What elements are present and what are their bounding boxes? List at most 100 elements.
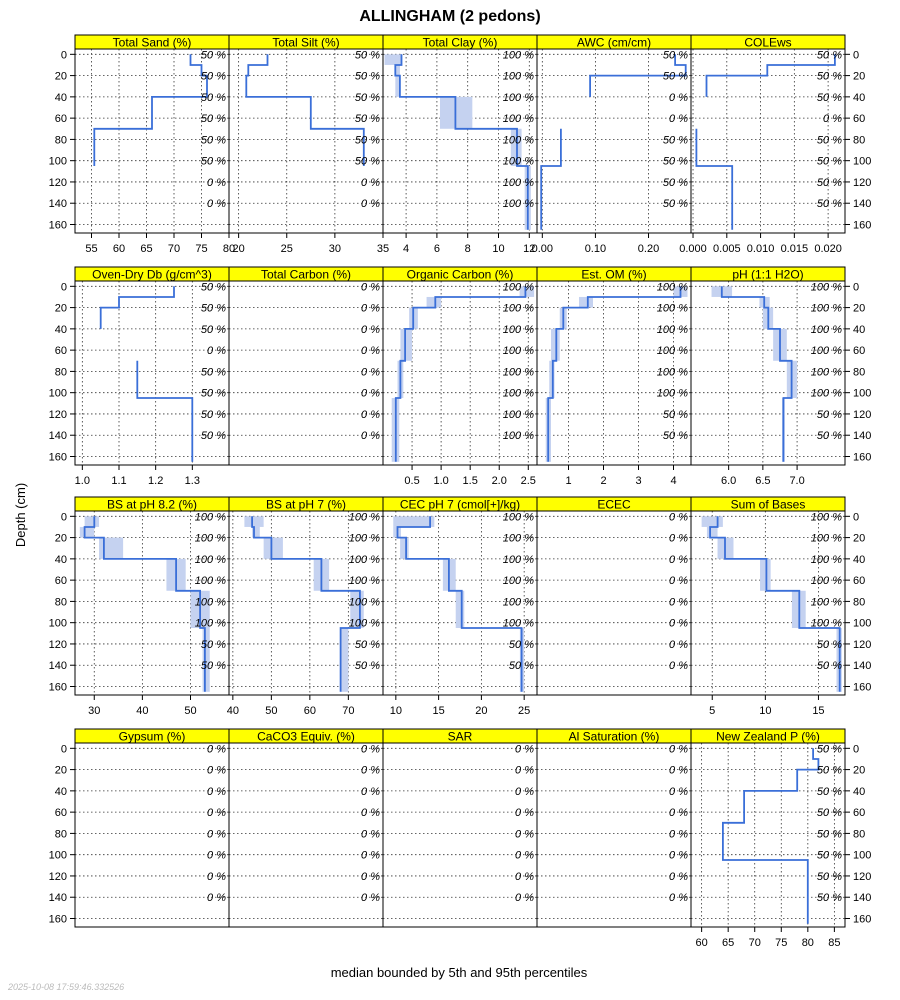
- x-tick-label: 15: [432, 705, 444, 717]
- pct-label: 50 %: [817, 828, 842, 840]
- y-tick-label: 40: [55, 554, 67, 566]
- pct-label: 50 %: [817, 156, 842, 168]
- pct-label: 100 %: [657, 366, 688, 378]
- y-tick-label: 120: [853, 409, 871, 421]
- pct-label: 0 %: [361, 892, 380, 904]
- y-tick-label: 0: [61, 281, 67, 293]
- y-tick-label: 80: [55, 828, 67, 840]
- percentile-band: [455, 590, 465, 628]
- y-tick-label: 140: [853, 430, 871, 442]
- pct-label: 100 %: [503, 618, 534, 630]
- y-tick-label: 140: [853, 198, 871, 210]
- median-line: [83, 516, 206, 692]
- y-tick-label: 40: [853, 554, 865, 566]
- pct-label: 100 %: [503, 324, 534, 336]
- y-tick-label: 0: [853, 743, 859, 755]
- pct-label: 50 %: [201, 113, 226, 125]
- pct-label: 0 %: [361, 430, 380, 442]
- pct-label: 100 %: [349, 596, 380, 608]
- x-tick-label: 15: [812, 705, 824, 717]
- y-tick-label: 40: [853, 324, 865, 336]
- y-tick-label: 140: [49, 660, 67, 672]
- x-tick-label: 80: [802, 937, 814, 949]
- panel-title: CaCO3 Equiv. (%): [257, 730, 355, 744]
- median-line: [722, 748, 820, 924]
- y-tick-label: 0: [853, 49, 859, 61]
- y-tick-label: 160: [853, 451, 871, 463]
- pct-label: 100 %: [195, 575, 226, 587]
- x-tick-label: 6.5: [755, 475, 770, 487]
- pct-label: 50 %: [355, 660, 380, 672]
- y-tick-label: 20: [55, 71, 67, 83]
- y-tick-label: 160: [49, 219, 67, 231]
- pct-label: 0 %: [361, 828, 380, 840]
- panel-8: Est. OM (%) 100 % 100 % 100 % 100 % 100 % 100 …: [536, 266, 692, 487]
- pct-label: 0 %: [515, 828, 534, 840]
- x-tick-label: 35: [377, 243, 389, 255]
- x-tick-label: 60: [695, 937, 707, 949]
- pct-label: 50 %: [201, 71, 226, 83]
- pct-label: 50 %: [355, 113, 380, 125]
- panel-4: COLEws 50 % 50 % 50 % 0 % 50 % 50 % 50 % 50 % 0.0…: [679, 34, 871, 255]
- x-tick-label: 6: [434, 243, 440, 255]
- pct-label: 0 %: [361, 409, 380, 421]
- y-tick-label: 80: [853, 134, 865, 146]
- panel-3: AWC (cm/cm) 50 % 50 % 0 % 0 % 50 % 50 % 50 % 50 …: [532, 34, 692, 255]
- median-line: [695, 54, 836, 230]
- pct-label: 50 %: [663, 49, 688, 61]
- panel-title: SAR: [448, 730, 473, 744]
- pct-label: 0 %: [669, 850, 688, 862]
- pct-label: 50 %: [817, 409, 842, 421]
- pct-label: 0 %: [515, 743, 534, 755]
- pct-label: 50 %: [817, 786, 842, 798]
- y-tick-label: 160: [853, 913, 871, 925]
- y-tick-label: 120: [853, 871, 871, 883]
- pct-label: 0 %: [207, 765, 226, 777]
- pct-label: 50 %: [201, 324, 226, 336]
- y-tick-label: 160: [853, 681, 871, 693]
- median-line: [93, 54, 208, 166]
- panel-border: [690, 280, 846, 466]
- pct-label: 50 %: [509, 639, 534, 651]
- pct-label: 50 %: [201, 430, 226, 442]
- x-tick-label: 7.0: [789, 475, 804, 487]
- x-tick-label: 80: [223, 243, 235, 255]
- pct-label: 100 %: [811, 388, 842, 400]
- x-tick-label: 3: [635, 475, 641, 487]
- pct-label: 100 %: [503, 409, 534, 421]
- pct-label: 0 %: [515, 765, 534, 777]
- y-tick-label: 80: [55, 366, 67, 378]
- x-tick-label: 2: [600, 475, 606, 487]
- pct-label: 0 %: [515, 807, 534, 819]
- panel-title: Total Sand (%): [113, 36, 192, 50]
- median-line: [394, 286, 527, 462]
- percentile-band: [519, 286, 535, 297]
- y-tick-label: 120: [49, 409, 67, 421]
- y-tick-label: 120: [49, 871, 67, 883]
- pct-label: 0 %: [361, 850, 380, 862]
- x-tick-label: 40: [136, 705, 148, 717]
- pct-label: 50 %: [817, 639, 842, 651]
- pct-label: 0 %: [823, 113, 842, 125]
- pct-label: 100 %: [811, 366, 842, 378]
- y-tick-label: 40: [55, 324, 67, 336]
- x-tick-label: 4: [670, 475, 676, 487]
- pct-label: 100 %: [503, 281, 534, 293]
- pct-label: 0 %: [207, 807, 226, 819]
- y-tick-label: 40: [55, 92, 67, 104]
- panel-title: Total Clay (%): [423, 36, 498, 50]
- pct-label: 0 %: [361, 281, 380, 293]
- x-tick-label: 10: [759, 705, 771, 717]
- pct-label: 50 %: [201, 409, 226, 421]
- y-tick-label: 60: [55, 575, 67, 587]
- pct-label: 50 %: [663, 409, 688, 421]
- x-tick-label: 1.2: [148, 475, 163, 487]
- percentile-band: [395, 64, 400, 97]
- percentile-band: [701, 516, 723, 527]
- percentile-band: [706, 526, 718, 538]
- pct-label: 50 %: [817, 743, 842, 755]
- y-tick-label: 160: [49, 913, 67, 925]
- pct-label: 100 %: [503, 554, 534, 566]
- y-tick-label: 160: [49, 451, 67, 463]
- panel-1: Total Silt (%) 50 % 50 % 50 % 50 % 50 % 50 % 0 …: [228, 34, 389, 255]
